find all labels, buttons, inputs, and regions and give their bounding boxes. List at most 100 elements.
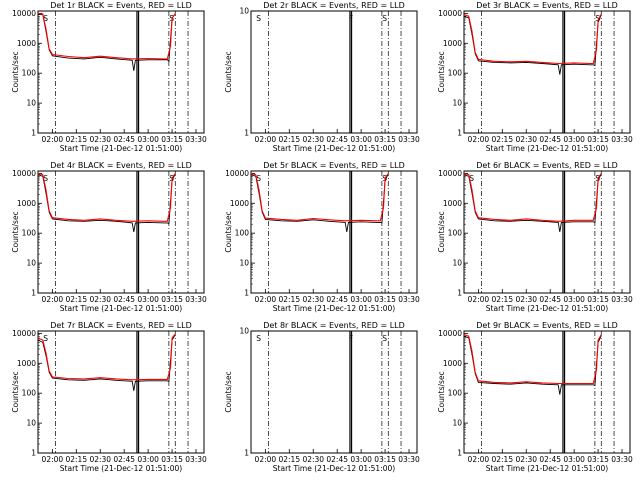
x-tick-label: 02:45 [326,135,348,144]
x-axis-label: Start Time (21-Dec-12 01:51:00) [60,144,182,153]
chart-title: Det 5r BLACK = Events, RED = LLD [263,161,405,170]
events-series-line [463,173,602,232]
events-series-line [37,173,176,232]
y-tick-label: 1 [244,289,249,298]
y-tick-label: 10 [452,419,462,428]
x-tick-label: 02:30 [89,455,111,464]
y-axis-label: Counts/sec [224,51,233,92]
x-tick-label: 02:15 [65,455,87,464]
detector-panel: Det 2r BLACK = Events, RED = LLD 1 10 02:00… [213,0,426,160]
plot-frame [250,330,418,454]
y-tick-label: 1 [31,449,36,458]
x-tick-label: 02:15 [278,295,300,304]
y-tick-label: 1 [457,289,462,298]
x-tick-label: 03:30 [185,295,207,304]
x-tick-label: 03:00 [350,295,372,304]
x-tick-label: 02:15 [278,455,300,464]
detector-panel: Det 6r BLACK = Events, RED = LLD 1 10 100 10… [426,160,639,320]
y-tick-label: 1 [457,129,462,138]
x-tick-label: 03:00 [350,455,372,464]
period-marker-label: S [256,14,261,23]
y-tick-label: 100 [448,389,463,398]
x-tick-label: 03:15 [161,295,183,304]
x-tick-label: 02:30 [515,295,537,304]
x-axis-label: Start Time (21-Dec-12 01:51:00) [60,304,182,313]
x-tick-label: 02:00 [468,135,490,144]
y-axis-label: Counts/sec [437,211,446,252]
y-tick-label: 10000 [438,9,462,18]
x-tick-label: 02:30 [515,455,537,464]
x-tick-label: 03:30 [611,455,633,464]
x-tick-label: 03:30 [185,135,207,144]
period-marker-label: S [382,334,387,343]
x-tick-label: 02:15 [491,135,513,144]
y-tick-label: 1000 [230,199,249,208]
detector-chart: Det 1r BLACK = Events, RED = LLD 1 10 100 10… [11,1,207,153]
period-marker-label: S [382,14,387,23]
x-tick-label: 03:30 [398,135,420,144]
x-tick-label: 03:30 [398,295,420,304]
detector-panel: Det 5r BLACK = Events, RED = LLD 1 10 100 10… [213,160,426,320]
x-tick-label: 03:15 [374,455,396,464]
x-tick-label: 02:00 [468,455,490,464]
y-tick-label: 100 [448,229,463,238]
x-tick-label: 03:15 [587,135,609,144]
x-tick-label: 02:15 [278,135,300,144]
lld-series-line [37,333,176,381]
x-tick-label: 03:30 [398,455,420,464]
y-tick-label: 10 [239,259,249,268]
y-axis-label: Counts/sec [437,371,446,412]
lld-series-line [37,172,176,222]
events-series-line [463,14,602,75]
x-tick-label: 03:15 [587,455,609,464]
y-tick-label: 10 [239,7,249,16]
y-tick-label: 10 [26,99,36,108]
x-tick-label: 03:00 [563,295,585,304]
y-tick-label: 1 [244,449,249,458]
y-tick-label: 10000 [12,9,36,18]
x-tick-label: 03:15 [374,295,396,304]
events-series-line [463,335,602,395]
x-tick-label: 02:00 [255,135,277,144]
x-axis-label: Start Time (21-Dec-12 01:51:00) [486,304,608,313]
period-marker-label: S [43,14,48,23]
events-series-line [37,13,176,71]
detector-chart: Det 5r BLACK = Events, RED = LLD 1 10 100 10… [224,161,420,313]
plot-frame [250,170,418,294]
detector-chart: Det 7r BLACK = Events, RED = LLD 1 10 100 10… [11,321,207,473]
y-tick-label: 10000 [12,169,36,178]
y-axis-label: Counts/sec [11,211,20,252]
y-tick-label: 10000 [438,329,462,338]
x-tick-label: 02:15 [491,295,513,304]
plot-frame [37,10,205,134]
y-tick-label: 1 [244,129,249,138]
detector-panel: Det 1r BLACK = Events, RED = LLD 1 10 100 10… [0,0,213,160]
period-marker-label: S [256,334,261,343]
x-tick-label: 02:15 [65,295,87,304]
chart-title: Det 4r BLACK = Events, RED = LLD [50,161,192,170]
chart-title: Det 7r BLACK = Events, RED = LLD [50,321,192,330]
y-tick-label: 100 [235,229,250,238]
y-tick-label: 10 [26,259,36,268]
plot-frame [463,170,631,294]
x-tick-label: 03:30 [611,135,633,144]
lld-series-line [37,12,176,60]
x-tick-label: 02:45 [113,135,135,144]
x-axis-label: Start Time (21-Dec-12 01:51:00) [273,304,395,313]
x-tick-label: 02:00 [468,295,490,304]
x-tick-label: 02:30 [515,135,537,144]
y-tick-label: 1000 [443,39,462,48]
period-marker-label: S [43,174,48,183]
x-tick-label: 03:15 [161,455,183,464]
y-axis-label: Counts/sec [437,51,446,92]
y-tick-label: 10 [452,259,462,268]
detector-chart: Det 9r BLACK = Events, RED = LLD 1 10 100 10… [437,321,633,473]
events-series-line [37,334,176,391]
chart-title: Det 6r BLACK = Events, RED = LLD [476,161,618,170]
detector-chart: Det 3r BLACK = Events, RED = LLD 1 10 100 10… [437,1,633,153]
y-tick-label: 1000 [17,199,36,208]
detector-chart: Det 8r BLACK = Events, RED = LLD 1 10 02:00… [224,321,420,473]
chart-title: Det 9r BLACK = Events, RED = LLD [476,321,618,330]
y-tick-label: 1 [31,129,36,138]
